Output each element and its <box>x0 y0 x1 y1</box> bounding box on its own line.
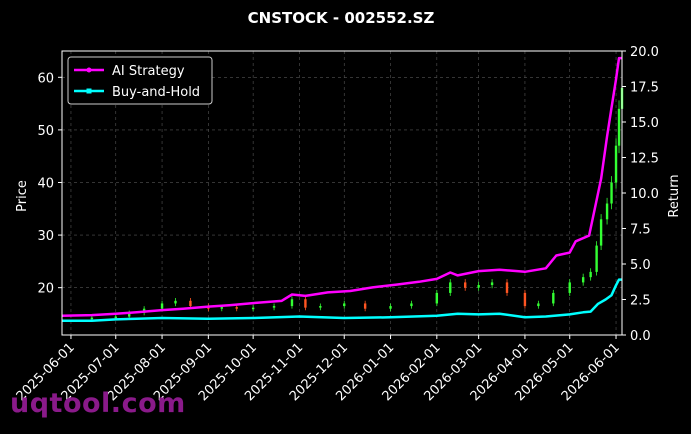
left-axis-label: Price <box>15 180 30 212</box>
right-axis-label: Return <box>667 174 682 217</box>
price-candles <box>90 78 624 322</box>
right-tick-label-10-0: 10.0 <box>630 187 659 202</box>
candle-body-2025-08-01 <box>160 303 164 309</box>
candle-body-2026-02-10 <box>449 282 452 293</box>
left-tick-label-30: 30 <box>37 229 54 244</box>
right-axis: 0.0 2.5 5.0 7.5 10.0 12.5 15.0 17.5 20.0 <box>622 45 659 344</box>
candle-body-2026-05-01 <box>568 282 571 293</box>
candle-body-2025-10-15 <box>272 306 276 308</box>
candle-body-2025-07-10 <box>128 312 131 317</box>
candle-body-2025-12-15 <box>363 303 367 309</box>
right-tick-label-7-5: 7.5 <box>630 223 651 238</box>
legend-marker-buy-and-hold <box>86 88 92 94</box>
right-tick-label-0-0: 0.0 <box>630 329 651 344</box>
candle-body-2026-04-10 <box>537 303 540 307</box>
candle-body-2026-05-19 <box>595 245 598 272</box>
watermark: uqtool.com <box>10 388 186 419</box>
series-line-ai-strategy <box>61 56 622 318</box>
left-tick-label-20: 20 <box>37 282 54 297</box>
return-lines <box>61 56 622 323</box>
candle-body-2026-03-10 <box>490 282 494 286</box>
candle-body-2025-09-10 <box>220 307 223 309</box>
series-line-buy-and-hold <box>62 278 622 323</box>
candle-body-2026-02-01 <box>435 292 439 304</box>
candle-body-2026-03-01 <box>477 285 480 288</box>
candle-body-2026-01-15 <box>410 303 413 307</box>
candle-body-2025-11-05 <box>304 299 307 308</box>
candle-body-2025-07-01 <box>114 316 117 319</box>
candle-body-2026-04-01 <box>523 292 527 307</box>
legend-marker-ai-strategy <box>86 67 92 73</box>
candle-body-2026-03-20 <box>505 282 509 293</box>
candle-body-2026-05-29 <box>610 182 613 204</box>
candle-body-2026-06-03 <box>617 108 621 146</box>
candle-body-2026-05-10 <box>581 277 585 283</box>
candle-body-2026-06-01 <box>614 145 618 183</box>
left-tick-label-40: 40 <box>37 176 54 191</box>
candle-body-2026-01-01 <box>389 306 392 309</box>
candle-body-2026-05-26 <box>605 203 609 220</box>
candle-body-2025-11-15 <box>319 306 322 308</box>
right-tick-label-20-0: 20.0 <box>630 45 659 60</box>
right-tick-label-15-0: 15.0 <box>630 116 659 131</box>
candle-body-2025-08-20 <box>189 300 192 307</box>
right-tick-label-2-5: 2.5 <box>630 294 651 309</box>
chart-title: CNSTOCK - 002552.SZ <box>248 9 435 27</box>
candle-body-2025-10-27 <box>290 299 294 307</box>
left-tick-label-50: 50 <box>37 124 54 139</box>
legend-label-buy-and-hold: Buy-and-Hold <box>112 85 200 100</box>
candle-body-2025-09-20 <box>235 307 238 309</box>
candle-body-2025-08-10 <box>174 300 177 304</box>
candle-body-2025-12-01 <box>343 303 346 307</box>
right-tick-label-5-0: 5.0 <box>630 258 651 273</box>
right-tick-label-17-5: 17.5 <box>630 81 659 96</box>
candle-body-2026-02-20 <box>464 282 467 288</box>
candle-body-2026-04-20 <box>552 292 555 304</box>
left-tick-label-60: 60 <box>37 71 54 86</box>
right-tick-label-12-5: 12.5 <box>630 152 659 167</box>
legend-label-ai-strategy: AI Strategy <box>112 64 185 79</box>
candle-body-2025-10-01 <box>251 307 255 310</box>
legend: AI Strategy Buy-and-Hold <box>67 56 213 105</box>
candle-body-2026-05-15 <box>589 271 592 278</box>
left-axis: 20 30 40 50 60 <box>37 71 62 297</box>
candle-body-2025-06-15 <box>90 317 94 320</box>
candle-body-2026-05-22 <box>599 219 603 246</box>
